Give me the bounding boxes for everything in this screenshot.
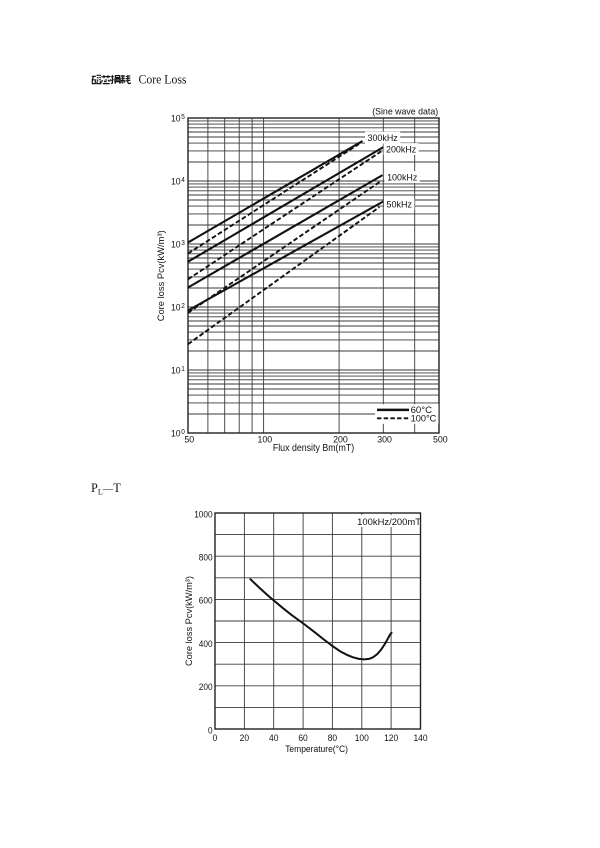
svg-text:500: 500: [433, 434, 448, 445]
svg-text:5: 5: [181, 114, 185, 121]
svg-text:PL—T: PL—T: [91, 481, 121, 497]
svg-text:800: 800: [199, 553, 213, 564]
svg-text:0: 0: [213, 733, 218, 744]
svg-text:10: 10: [171, 429, 181, 440]
svg-text:50: 50: [184, 434, 194, 445]
svg-text:1000: 1000: [194, 509, 212, 520]
svg-text:0: 0: [208, 725, 213, 736]
svg-text:200: 200: [333, 434, 348, 445]
svg-text:10: 10: [171, 240, 181, 251]
svg-text:1: 1: [181, 366, 185, 373]
svg-text:100: 100: [258, 434, 273, 445]
svg-text:2: 2: [181, 303, 185, 310]
svg-text:120: 120: [384, 733, 398, 744]
svg-text:Temperature(°C): Temperature(°C): [285, 743, 348, 754]
svg-text:Core loss Pcv(kW/m³): Core loss Pcv(kW/m³): [156, 230, 167, 321]
svg-text:0: 0: [181, 429, 185, 436]
svg-text:(Sine wave data): (Sine wave data): [372, 106, 438, 117]
svg-text:10: 10: [171, 366, 181, 377]
svg-text:40: 40: [269, 733, 278, 744]
svg-text:80: 80: [328, 733, 337, 744]
svg-text:300: 300: [377, 434, 392, 445]
svg-text:50kHz: 50kHz: [387, 200, 413, 211]
svg-text:10: 10: [171, 177, 181, 188]
svg-text:10: 10: [171, 114, 181, 125]
svg-text:300kHz: 300kHz: [368, 133, 398, 144]
svg-text:60: 60: [298, 733, 307, 744]
svg-text:400: 400: [199, 639, 213, 650]
svg-text:Core Loss: Core Loss: [139, 73, 187, 87]
svg-text:100kHz: 100kHz: [387, 173, 417, 184]
svg-text:600: 600: [199, 596, 213, 607]
svg-text:100: 100: [355, 733, 369, 744]
svg-text:Flux density Bm(mT): Flux density Bm(mT): [273, 443, 354, 454]
svg-text:3: 3: [181, 240, 185, 247]
svg-text:20: 20: [240, 733, 249, 744]
svg-text:4: 4: [181, 177, 185, 184]
svg-text:10: 10: [171, 303, 181, 314]
svg-text:200kHz: 200kHz: [386, 145, 416, 156]
svg-text:60°C: 60°C: [411, 404, 433, 415]
svg-text:200: 200: [199, 682, 213, 693]
svg-text:100°C: 100°C: [411, 413, 437, 424]
svg-text:140: 140: [413, 733, 427, 744]
svg-text:Core loss Pcv(kW/m³): Core loss Pcv(kW/m³): [183, 576, 194, 666]
svg-text:100kHz/200mT: 100kHz/200mT: [357, 516, 421, 527]
